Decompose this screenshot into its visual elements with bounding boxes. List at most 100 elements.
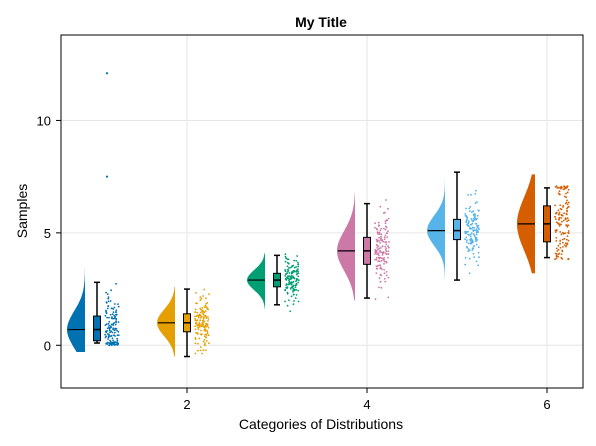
rain-dot: [288, 283, 290, 286]
rain-dot: [202, 349, 205, 352]
rain-dot: [377, 248, 379, 251]
rain-dot: [383, 238, 386, 241]
rain-dot: [377, 221, 380, 224]
raincloud-group: [157, 286, 210, 358]
y-tick-label: 5: [44, 226, 51, 241]
rain-dot: [291, 286, 294, 289]
rain-dot: [477, 251, 480, 254]
rain-dot: [112, 311, 115, 313]
rain-dot: [105, 342, 107, 345]
rain-dot: [567, 188, 570, 191]
rain-dot: [565, 244, 568, 246]
rain-dot: [286, 276, 288, 279]
rain-dot: [205, 317, 208, 319]
rain-dot: [563, 186, 566, 189]
rain-dot: [378, 277, 381, 280]
rain-dot: [559, 242, 561, 245]
rain-dot: [110, 330, 113, 333]
rain-dot: [287, 275, 289, 278]
rain-dot: [387, 245, 389, 248]
rain-dot: [295, 270, 298, 273]
rain-dot: [476, 214, 479, 217]
rain-dot: [111, 316, 113, 318]
rain-dot: [203, 311, 206, 314]
rain-dot: [117, 334, 120, 336]
rain-dot: [378, 254, 380, 257]
axes: 2 4 6 0 5 10: [37, 113, 551, 412]
rain-dot: [474, 193, 477, 195]
rain-dot: [469, 233, 472, 236]
density-cloud: [337, 192, 355, 301]
rain-dot: [116, 344, 119, 346]
rain-dot: [567, 230, 570, 232]
rain-dot: [381, 239, 383, 242]
rain-dot: [199, 313, 201, 316]
rain-dot: [378, 247, 381, 250]
rain-dot: [468, 272, 471, 275]
rain-dot: [376, 233, 379, 235]
rain-dot: [385, 247, 387, 250]
rain-dot: [558, 211, 561, 214]
rain-dot: [297, 263, 300, 265]
rain-dot: [470, 232, 473, 235]
rain-dot: [297, 261, 299, 264]
rain-dot: [293, 277, 296, 280]
rain-dot: [104, 336, 107, 339]
rain-dot: [477, 246, 480, 249]
rain-dot: [562, 241, 564, 244]
rain-dot: [565, 196, 568, 199]
rain-dot: [295, 294, 298, 296]
rain-dot: [380, 257, 383, 259]
raincloud-group: [337, 192, 390, 301]
rain-dot: [205, 306, 208, 308]
rain-dot: [295, 273, 298, 276]
rain-dot: [104, 314, 107, 317]
rain-dot: [472, 220, 474, 223]
rain-dot: [554, 258, 556, 260]
rain-dot: [112, 324, 114, 326]
rain-dot: [292, 303, 295, 306]
rain-dot: [195, 315, 198, 318]
rain-dot: [284, 275, 287, 277]
rain-dot: [297, 275, 300, 278]
rain-dot: [464, 256, 467, 259]
rain-dot: [465, 236, 468, 239]
rain-dot: [198, 323, 201, 325]
rain-dot: [472, 230, 475, 233]
rain-dot: [566, 235, 569, 238]
rain-dot: [116, 329, 118, 332]
rain-dot: [382, 212, 385, 215]
rain-dot: [199, 299, 202, 302]
rain-dot: [555, 237, 558, 239]
raincloud-group: [67, 72, 120, 353]
rain-dot: [476, 226, 479, 229]
rain-dot: [197, 328, 200, 331]
rain-dot: [287, 268, 289, 271]
rain-dot: [474, 238, 477, 241]
rain-dot: [105, 301, 108, 303]
rain-dot: [566, 217, 569, 220]
rain-dot: [106, 316, 108, 319]
rain-dot: [561, 249, 564, 252]
rain-dot: [469, 238, 471, 241]
x-tick-label: 6: [543, 397, 550, 412]
rain-dot: [104, 324, 107, 326]
rain-dot: [194, 317, 197, 320]
rain-dot: [206, 302, 209, 304]
rain-dot: [378, 236, 380, 239]
rain-dot: [292, 293, 295, 296]
rain-dot: [475, 218, 477, 221]
rain-dot: [297, 272, 300, 275]
rain-dot: [107, 297, 110, 300]
rain-dot: [107, 296, 110, 298]
rain-dot: [111, 341, 114, 344]
rain-dot: [376, 239, 379, 242]
raincloud-group: [247, 253, 300, 313]
rain-dot: [464, 263, 467, 266]
rain-dot: [379, 267, 382, 270]
rain-dot: [383, 227, 385, 230]
rain-dot: [374, 226, 376, 229]
rain-dot: [109, 313, 112, 316]
rain-dot: [567, 239, 570, 242]
rain-dot: [557, 209, 560, 212]
